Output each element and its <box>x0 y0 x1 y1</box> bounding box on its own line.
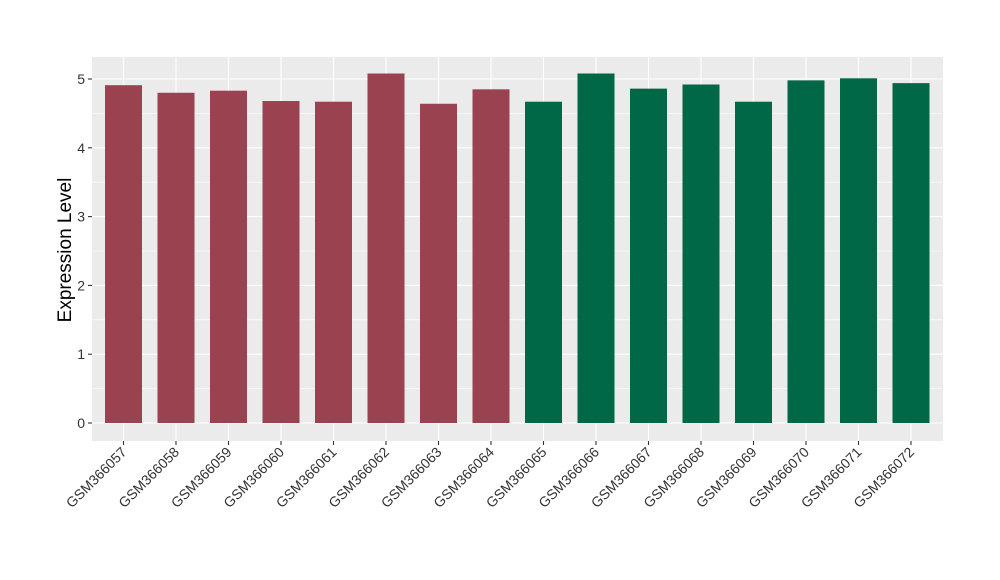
y-axis-title: Expression Level <box>55 178 76 323</box>
bar-GSM366066 <box>577 73 615 423</box>
bar-GSM366072 <box>892 83 930 424</box>
bar-GSM366071 <box>840 78 877 423</box>
bar-GSM366068 <box>682 84 720 423</box>
bar-GSM366067 <box>630 88 667 423</box>
y-axis: 0 1 2 3 4 5 <box>77 71 92 431</box>
bar-GSM366062 <box>367 73 405 423</box>
y-tick-label: 0 <box>77 415 85 431</box>
bar-GSM366065 <box>525 101 562 423</box>
bar-GSM366061 <box>315 101 352 423</box>
bar-GSM366057 <box>105 85 142 423</box>
y-tick-label: 3 <box>77 209 85 225</box>
bar-GSM366063 <box>420 103 457 423</box>
y-tick-label: 4 <box>77 140 85 156</box>
bar-GSM366069 <box>735 101 772 423</box>
bar-GSM366064 <box>472 89 510 423</box>
x-axis: GSM366057GSM366058GSM366059GSM366060GSM3… <box>63 441 917 511</box>
bar-GSM366059 <box>210 90 247 424</box>
y-tick-label: 2 <box>77 277 85 293</box>
y-tick-label: 5 <box>77 71 85 87</box>
bars <box>105 73 930 424</box>
bar-GSM366058 <box>157 92 195 423</box>
y-tick-label: 1 <box>77 346 85 362</box>
bar-GSM366060 <box>262 101 300 424</box>
bar-GSM366070 <box>787 80 825 423</box>
